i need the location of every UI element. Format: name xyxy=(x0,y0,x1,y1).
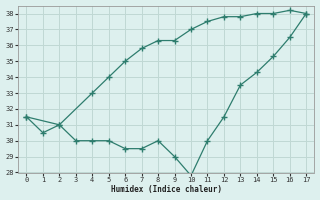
X-axis label: Humidex (Indice chaleur): Humidex (Indice chaleur) xyxy=(111,185,222,194)
